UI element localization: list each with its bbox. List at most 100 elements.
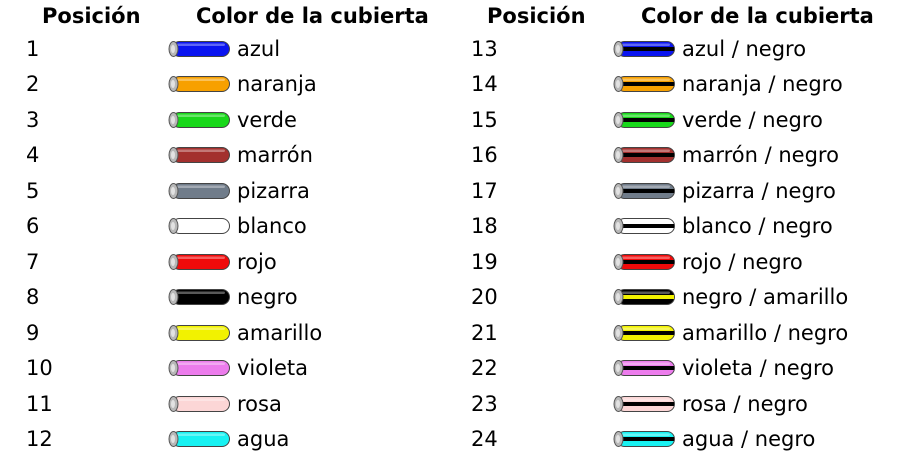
color-name: naranja [237, 72, 317, 97]
wire-highlight [177, 220, 225, 224]
color-name: pizarra / negro [682, 178, 836, 203]
wire-highlight [177, 362, 225, 366]
table-row: 16 marrón / negro [445, 138, 885, 173]
table-row: 15 verde / negro [445, 103, 885, 138]
wire-core [616, 434, 620, 443]
wire-swatch-icon [613, 360, 675, 377]
wire-core [616, 80, 620, 89]
wire-core [171, 80, 175, 89]
wire-highlight [622, 433, 670, 436]
wire-highlight [622, 327, 670, 330]
wire-swatch-icon [613, 289, 675, 306]
color-name: naranja / negro [682, 72, 843, 97]
wire-stripe [622, 47, 674, 51]
wire-highlight [177, 398, 225, 401]
wire-swatch-icon [168, 253, 230, 270]
wire-stripe [622, 188, 674, 193]
color-name: agua / negro [682, 426, 816, 451]
wire-stripe [622, 82, 674, 87]
wire-core [171, 257, 175, 266]
wire-highlight [622, 220, 670, 224]
color-name: azul [237, 37, 281, 61]
wire-swatch-icon [613, 182, 675, 199]
position-number: 7 [26, 249, 40, 274]
wire-stripe [622, 117, 674, 122]
table-row: 9 amarillo [0, 316, 440, 351]
wire-core [616, 222, 620, 231]
wire-swatch-icon [168, 111, 230, 128]
wire-highlight [622, 43, 670, 46]
wire-core [616, 115, 620, 124]
table-row: 13 azul / negro [445, 32, 885, 67]
table-row: 10 violeta [0, 351, 440, 386]
table-row: 8 negro [0, 280, 440, 315]
color-name: rojo / negro [682, 249, 803, 274]
color-name: marrón [237, 143, 313, 168]
color-name: rosa / negro [682, 391, 808, 416]
color-name: verde / negro [682, 107, 823, 132]
position-number: 15 [471, 107, 498, 132]
table-row: 4 marrón [0, 138, 440, 173]
wire-stripe [622, 259, 674, 264]
color-name: pizarra [237, 178, 310, 203]
wire-swatch-icon [613, 147, 675, 164]
position-number: 19 [471, 249, 498, 274]
wire-swatch-icon [168, 360, 230, 377]
wire-core [616, 186, 620, 195]
color-name: violeta / negro [682, 356, 834, 381]
wire-core [616, 45, 620, 53]
position-number: 13 [471, 37, 498, 61]
wire-core [171, 45, 175, 53]
wire-stripe [622, 366, 674, 371]
wire-swatch-icon [613, 324, 675, 341]
wire-highlight [622, 149, 670, 153]
position-number: 6 [26, 214, 40, 239]
position-number: 14 [471, 72, 498, 97]
wire-highlight [177, 43, 225, 46]
color-name: violeta [237, 356, 308, 381]
table-row: 5 pizarra [0, 174, 440, 209]
wire-core [171, 186, 175, 195]
position-number: 3 [26, 107, 40, 132]
wire-highlight [622, 398, 670, 401]
position-number: 8 [26, 285, 40, 310]
wire-stripe [622, 330, 674, 335]
color-name: marrón / negro [682, 143, 839, 168]
color-name: negro [237, 285, 298, 310]
color-name: amarillo / negro [682, 320, 849, 345]
color-name: azul / negro [682, 37, 807, 61]
wire-core [171, 328, 175, 337]
color-name: rosa [237, 391, 282, 416]
color-name: blanco [237, 214, 307, 239]
wire-swatch-icon [168, 430, 230, 447]
color-header-left: Color de la cubierta [196, 4, 429, 28]
wire-swatch-icon [613, 218, 675, 235]
wire-highlight [177, 327, 225, 330]
wire-core [171, 293, 175, 302]
position-header-left: Posición [42, 4, 141, 28]
position-number: 11 [26, 391, 53, 416]
wire-swatch-icon [168, 147, 230, 164]
wire-highlight [622, 185, 670, 188]
position-number: 10 [26, 356, 53, 381]
wire-swatch-icon [613, 253, 675, 270]
wire-swatch-icon [613, 430, 675, 447]
wire-stripe [622, 153, 674, 158]
table-row: 6 blanco [0, 209, 440, 244]
table-row: 24 agua / negro [445, 422, 885, 457]
table-row: 7 rojo [0, 245, 440, 280]
wire-highlight [177, 114, 225, 117]
table-row: 22 violeta / negro [445, 351, 885, 386]
wire-core [616, 293, 620, 302]
position-number: 16 [471, 143, 498, 168]
position-number: 12 [26, 426, 53, 451]
wire-swatch-icon [613, 111, 675, 128]
wire-highlight [622, 78, 670, 82]
table-row: 3 verde [0, 103, 440, 138]
table-row: 20 negro / amarillo [445, 280, 885, 315]
table-row: 21 amarillo / negro [445, 316, 885, 351]
wire-swatch-icon [168, 41, 230, 57]
wire-stripe [622, 401, 674, 406]
table-row: 19 rojo / negro [445, 245, 885, 280]
wire-highlight [622, 362, 670, 366]
